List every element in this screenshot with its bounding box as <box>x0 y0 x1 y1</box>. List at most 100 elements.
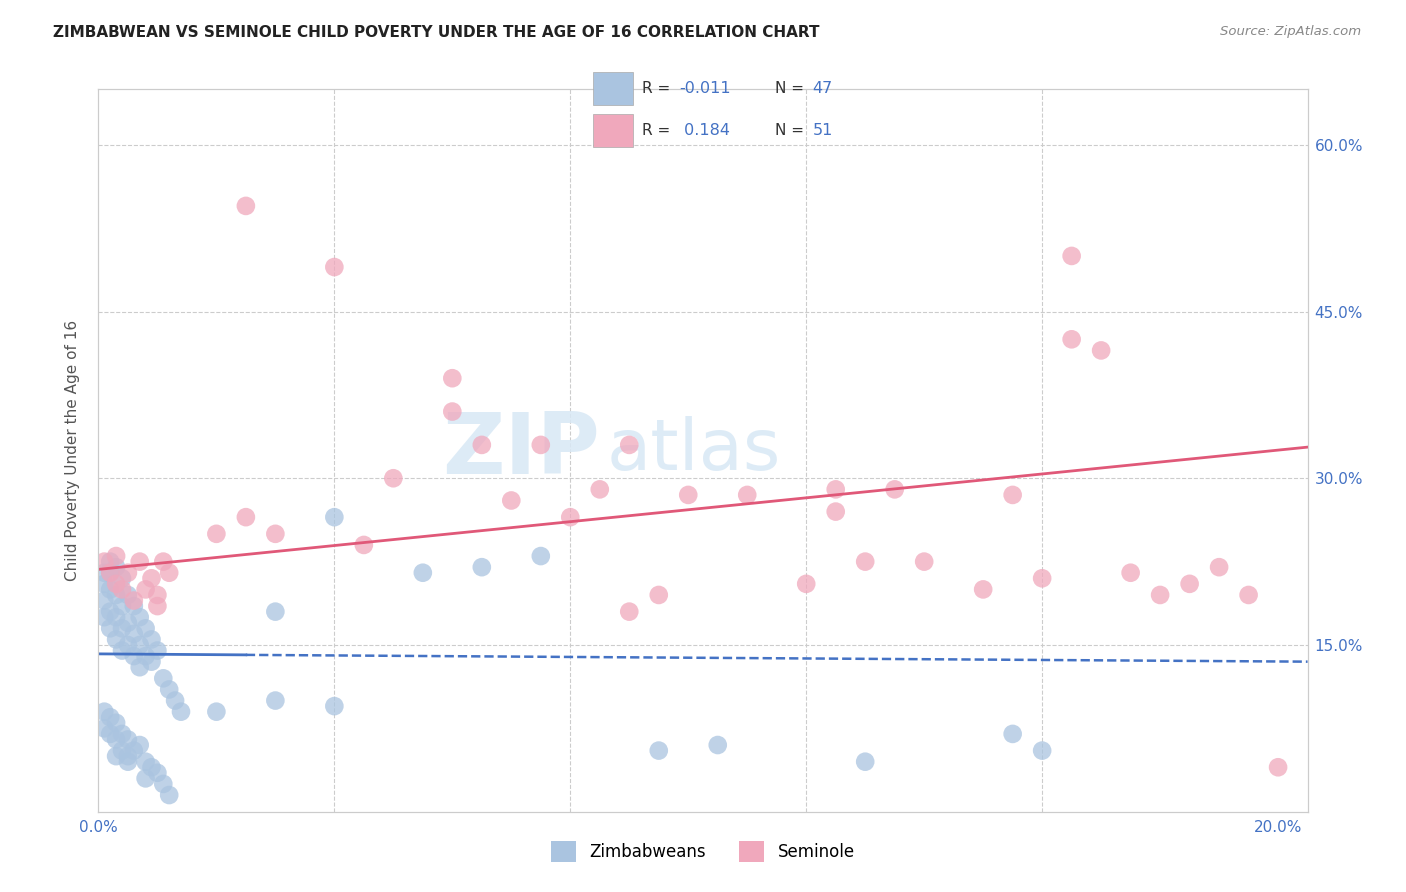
Point <box>412 566 434 580</box>
Point <box>912 555 935 569</box>
Point <box>441 371 464 385</box>
Point <box>122 627 145 641</box>
Point <box>1090 343 1112 358</box>
Point <box>98 555 121 569</box>
Point <box>205 705 228 719</box>
Point <box>122 599 145 613</box>
Point <box>157 788 180 802</box>
Point <box>441 404 464 418</box>
Point <box>1031 571 1053 585</box>
Point <box>117 615 139 630</box>
Point <box>1208 560 1230 574</box>
Text: R =: R = <box>643 123 675 138</box>
Point <box>98 582 121 597</box>
Point <box>98 605 121 619</box>
Point <box>648 743 671 757</box>
Point <box>146 643 169 657</box>
Point <box>264 605 287 619</box>
Text: 47: 47 <box>813 81 832 96</box>
Point <box>93 593 115 607</box>
Point <box>117 755 139 769</box>
Point <box>157 682 180 697</box>
Point <box>824 483 846 497</box>
Text: N =: N = <box>775 81 808 96</box>
Point <box>135 621 157 635</box>
Point <box>122 649 145 664</box>
Point <box>706 738 728 752</box>
Point <box>152 777 174 791</box>
Point <box>135 582 157 597</box>
Point <box>105 715 128 730</box>
Point <box>530 438 553 452</box>
Point <box>152 671 174 685</box>
Point <box>146 588 169 602</box>
Point <box>128 555 150 569</box>
Text: ZIMBABWEAN VS SEMINOLE CHILD POVERTY UNDER THE AGE OF 16 CORRELATION CHART: ZIMBABWEAN VS SEMINOLE CHILD POVERTY UND… <box>53 25 820 40</box>
Point <box>128 738 150 752</box>
Text: -0.011: -0.011 <box>679 81 731 96</box>
Point <box>111 582 134 597</box>
Point <box>1237 588 1260 602</box>
Point <box>105 749 128 764</box>
Point <box>152 555 174 569</box>
Text: 51: 51 <box>813 123 832 138</box>
Point <box>264 526 287 541</box>
Point <box>794 577 817 591</box>
Point <box>648 588 671 602</box>
Point <box>105 560 128 574</box>
Point <box>98 566 121 580</box>
Point <box>264 693 287 707</box>
Point <box>619 438 641 452</box>
Point <box>98 710 121 724</box>
Point <box>205 526 228 541</box>
Point <box>111 621 134 635</box>
Point <box>235 510 257 524</box>
Text: Source: ZipAtlas.com: Source: ZipAtlas.com <box>1220 25 1361 38</box>
Point <box>105 549 128 563</box>
Text: 0.184: 0.184 <box>679 123 730 138</box>
Point <box>93 610 115 624</box>
Legend: Zimbabweans, Seminole: Zimbabweans, Seminole <box>544 835 862 869</box>
Point <box>122 743 145 757</box>
Point <box>530 549 553 563</box>
Point <box>117 749 139 764</box>
Point <box>165 693 187 707</box>
Point <box>117 588 139 602</box>
Point <box>1267 760 1289 774</box>
Text: atlas: atlas <box>606 416 780 485</box>
Point <box>111 643 134 657</box>
Point <box>678 488 700 502</box>
Point <box>122 593 145 607</box>
Point <box>128 610 150 624</box>
Point <box>98 727 121 741</box>
Point <box>157 566 180 580</box>
Point <box>141 571 163 585</box>
Point <box>117 566 139 580</box>
Point <box>93 566 115 580</box>
Point <box>883 483 905 497</box>
Point <box>619 605 641 619</box>
Point <box>471 560 494 574</box>
Point <box>105 632 128 647</box>
Point <box>93 577 115 591</box>
Point <box>146 599 169 613</box>
Point <box>98 621 121 635</box>
Text: R =: R = <box>643 81 675 96</box>
Point <box>1060 332 1083 346</box>
Point <box>323 510 346 524</box>
Point <box>1060 249 1083 263</box>
Bar <box>593 72 633 104</box>
Bar <box>593 114 633 147</box>
Text: N =: N = <box>775 123 808 138</box>
Point <box>853 755 876 769</box>
Point <box>93 555 115 569</box>
Text: ZIP: ZIP <box>443 409 600 492</box>
Point <box>141 655 163 669</box>
Point <box>93 705 115 719</box>
Point <box>323 260 346 274</box>
Point <box>141 760 163 774</box>
Point <box>1119 566 1142 580</box>
Point <box>589 483 612 497</box>
Point <box>323 699 346 714</box>
Point <box>111 727 134 741</box>
